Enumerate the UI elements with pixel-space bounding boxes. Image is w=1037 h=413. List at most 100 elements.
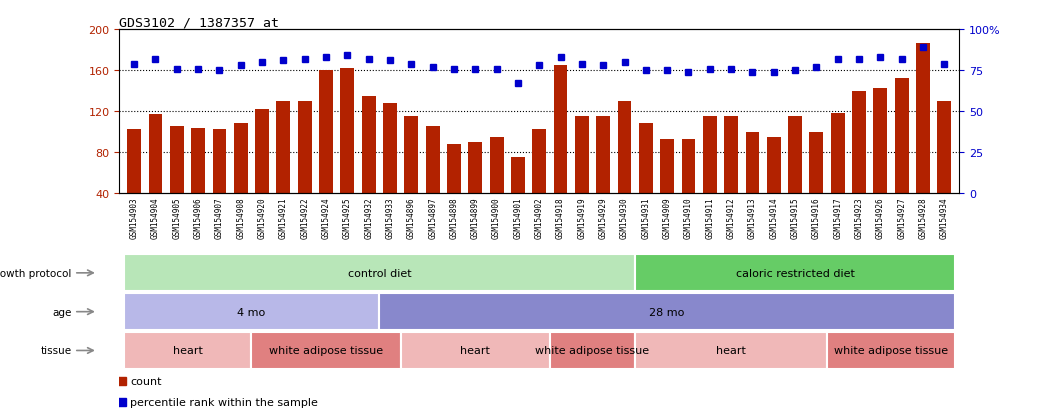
Bar: [788, 117, 802, 235]
Bar: [916, 43, 930, 235]
Bar: [852, 91, 866, 235]
Text: GSM154916: GSM154916: [812, 197, 821, 238]
Text: GSM154908: GSM154908: [236, 197, 246, 238]
Bar: [681, 140, 696, 235]
Bar: [123, 254, 636, 292]
Text: GSM154915: GSM154915: [790, 197, 800, 238]
Text: GSM154927: GSM154927: [897, 197, 906, 238]
Text: GSM154934: GSM154934: [940, 197, 949, 238]
Bar: [123, 332, 251, 369]
Bar: [831, 114, 844, 235]
Text: GSM154926: GSM154926: [876, 197, 885, 238]
Text: GSM154906: GSM154906: [194, 197, 202, 238]
Bar: [639, 124, 652, 235]
Bar: [554, 66, 567, 235]
Bar: [255, 110, 269, 235]
Text: control diet: control diet: [347, 268, 411, 278]
Text: white adipose tissue: white adipose tissue: [269, 346, 383, 356]
Bar: [828, 332, 955, 369]
Bar: [319, 71, 333, 235]
Bar: [123, 293, 380, 330]
Bar: [400, 332, 550, 369]
Bar: [191, 128, 205, 235]
Text: GSM154921: GSM154921: [279, 197, 288, 238]
Text: GSM154900: GSM154900: [493, 197, 501, 238]
Text: caloric restricted diet: caloric restricted diet: [735, 268, 854, 278]
Bar: [810, 132, 823, 235]
Text: GSM154905: GSM154905: [172, 197, 181, 238]
Bar: [148, 115, 163, 235]
Bar: [703, 117, 717, 235]
Bar: [746, 132, 759, 235]
Bar: [596, 117, 610, 235]
Text: GSM154928: GSM154928: [919, 197, 927, 238]
Text: GSM154918: GSM154918: [556, 197, 565, 238]
Bar: [937, 102, 951, 235]
Text: heart: heart: [460, 346, 491, 356]
Text: 4 mo: 4 mo: [237, 307, 265, 317]
Text: percentile rank within the sample: percentile rank within the sample: [131, 397, 318, 407]
Text: GSM154913: GSM154913: [748, 197, 757, 238]
Bar: [511, 158, 525, 235]
Text: heart: heart: [717, 346, 746, 356]
Bar: [404, 117, 418, 235]
Text: GDS3102 / 1387357_at: GDS3102 / 1387357_at: [119, 16, 279, 29]
Bar: [489, 138, 504, 235]
Text: GSM154930: GSM154930: [620, 197, 629, 238]
Bar: [277, 102, 290, 235]
Text: GSM154922: GSM154922: [301, 197, 309, 238]
Bar: [340, 69, 355, 235]
Bar: [383, 104, 397, 235]
Bar: [213, 129, 226, 235]
Text: GSM154899: GSM154899: [471, 197, 480, 238]
Text: GSM154897: GSM154897: [428, 197, 438, 238]
Text: white adipose tissue: white adipose tissue: [535, 346, 649, 356]
Text: GSM154920: GSM154920: [257, 197, 267, 238]
Bar: [636, 254, 955, 292]
Bar: [873, 88, 888, 235]
Bar: [766, 138, 781, 235]
Text: GSM154929: GSM154929: [598, 197, 608, 238]
Text: GSM154917: GSM154917: [833, 197, 842, 238]
Text: count: count: [131, 376, 162, 386]
Bar: [469, 142, 482, 235]
Bar: [532, 129, 546, 235]
Bar: [447, 145, 460, 235]
Text: tissue: tissue: [40, 346, 72, 356]
Bar: [298, 102, 312, 235]
Bar: [362, 97, 375, 235]
Bar: [550, 332, 636, 369]
Bar: [636, 332, 828, 369]
Text: GSM154931: GSM154931: [641, 197, 650, 238]
Bar: [380, 293, 955, 330]
Text: GSM154919: GSM154919: [578, 197, 586, 238]
Text: GSM154896: GSM154896: [407, 197, 416, 238]
Text: GSM154933: GSM154933: [386, 197, 394, 238]
Bar: [895, 79, 908, 235]
Text: GSM154924: GSM154924: [321, 197, 331, 238]
Text: heart: heart: [172, 346, 202, 356]
Text: GSM154904: GSM154904: [151, 197, 160, 238]
Text: GSM154911: GSM154911: [705, 197, 714, 238]
Text: GSM154912: GSM154912: [727, 197, 735, 238]
Bar: [170, 127, 184, 235]
Bar: [426, 127, 440, 235]
Bar: [618, 102, 632, 235]
Text: GSM154907: GSM154907: [215, 197, 224, 238]
Text: GSM154909: GSM154909: [663, 197, 672, 238]
Text: GSM154925: GSM154925: [343, 197, 352, 238]
Bar: [574, 117, 589, 235]
Bar: [128, 129, 141, 235]
Bar: [724, 117, 738, 235]
Text: age: age: [52, 307, 72, 317]
Text: GSM154932: GSM154932: [364, 197, 373, 238]
Text: GSM154898: GSM154898: [449, 197, 458, 238]
Text: GSM154902: GSM154902: [535, 197, 543, 238]
Text: 28 mo: 28 mo: [649, 307, 684, 317]
Bar: [251, 332, 400, 369]
Text: white adipose tissue: white adipose tissue: [834, 346, 948, 356]
Text: GSM154914: GSM154914: [769, 197, 778, 238]
Bar: [234, 124, 248, 235]
Text: GSM154903: GSM154903: [130, 197, 139, 238]
Text: GSM154901: GSM154901: [513, 197, 523, 238]
